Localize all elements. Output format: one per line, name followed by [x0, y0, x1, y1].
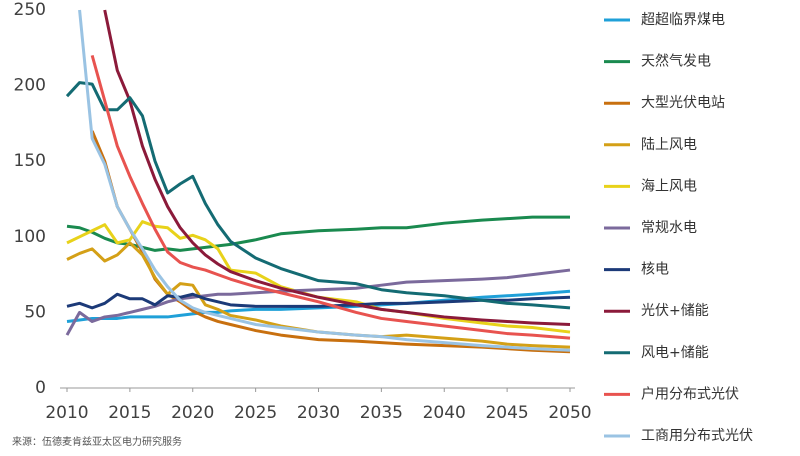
series-line: [66, 241, 571, 349]
x-tick-label: 2040: [423, 403, 466, 423]
series-line: [90, 54, 571, 340]
series-line: [66, 292, 571, 310]
plot-area: [65, 9, 571, 354]
legend-label: 光伏+储能: [641, 303, 709, 319]
y-tick-label: 150: [14, 151, 46, 171]
legend-label: 陆上风电: [641, 137, 697, 153]
legend-label: 天然气发电: [641, 53, 711, 70]
y-tick-label: 0: [35, 378, 46, 398]
legend-label: 户用分布式光伏: [641, 385, 739, 402]
x-tick-label: 2035: [360, 403, 403, 423]
legend-label: 工商用分布式光伏: [641, 428, 753, 444]
series-line: [78, 9, 571, 352]
series-line: [103, 9, 571, 326]
series-line: [65, 81, 571, 310]
x-tick-label: 2020: [171, 403, 214, 423]
legend-label: 大型光伏电站: [641, 95, 725, 111]
y-tick-label: 200: [14, 76, 46, 96]
series-line: [65, 268, 571, 336]
legend-label: 海上风电: [641, 178, 697, 194]
x-tick-label: 2025: [234, 403, 277, 423]
legend-label: 常规水电: [641, 220, 697, 236]
series-line: [90, 130, 571, 354]
y-tick-label: 250: [14, 0, 46, 20]
x-tick-label: 2010: [45, 403, 88, 423]
x-tick-label: 2045: [485, 403, 528, 423]
legend-label: 超超临界煤电: [641, 12, 725, 28]
legend-label: 核电: [641, 262, 669, 278]
y-tick-label: 50: [24, 302, 46, 322]
x-tick-label: 2030: [297, 403, 340, 423]
series-line: [66, 220, 571, 334]
x-tick-label: 2050: [548, 403, 591, 423]
series-line: [66, 289, 571, 323]
y-tick-label: 100: [14, 227, 46, 247]
x-tick-label: 2015: [108, 403, 151, 423]
legend-label: 风电+储能: [641, 345, 709, 361]
source: 来源：伍德麦肯兹亚太区电力研究服务: [12, 435, 182, 448]
